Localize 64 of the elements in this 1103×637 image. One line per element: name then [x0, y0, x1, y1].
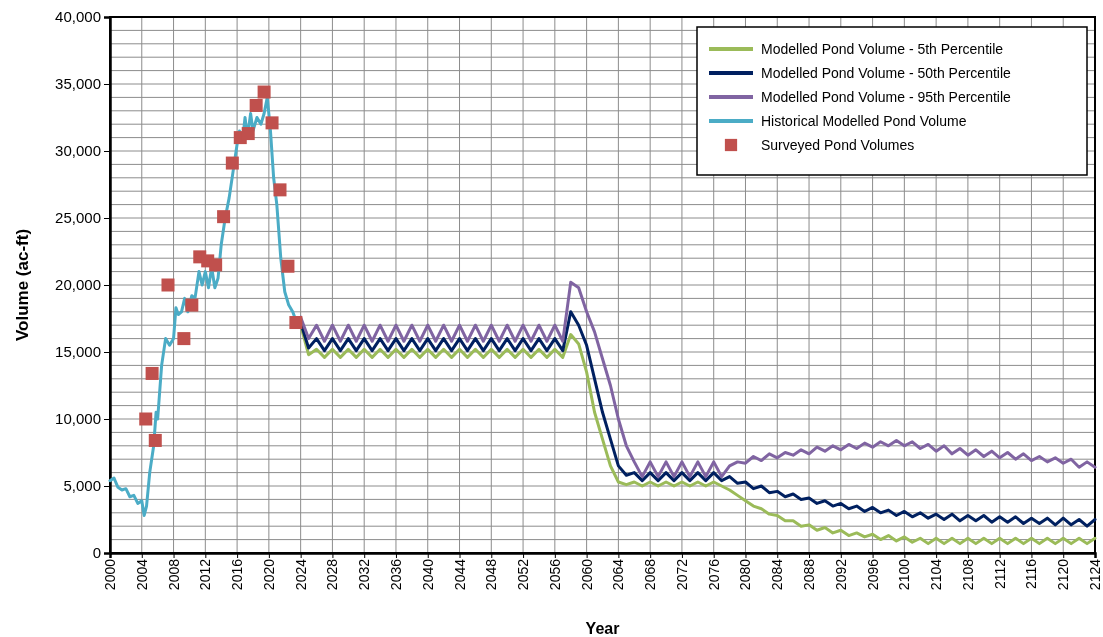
x-tick-label: 2016 [229, 558, 246, 591]
y-tick-label: 10,000 [55, 410, 101, 428]
x-tick-label: 2008 [165, 558, 182, 591]
point [148, 433, 162, 447]
x-tick-label: 2048 [483, 558, 500, 591]
x-tick-label: 2044 [451, 558, 468, 591]
y-tick-label: 0 [92, 544, 101, 562]
point [185, 298, 199, 312]
y-tick-label: 15,000 [55, 343, 101, 361]
y-tick-label: 20,000 [55, 276, 101, 294]
x-tick-label: 2036 [387, 558, 404, 591]
x-tick-label: 2076 [705, 558, 722, 591]
x-tick-label: 2072 [673, 558, 690, 591]
y-axis-title: Volume (ac-ft) [13, 228, 32, 342]
point [177, 332, 191, 346]
legend-label: Surveyed Pond Volumes [761, 136, 915, 153]
x-tick-label: 2124 [1086, 558, 1103, 591]
x-tick-label: 2068 [642, 558, 659, 591]
y-tick-label: 40,000 [55, 8, 101, 26]
x-tick-label: 2100 [896, 558, 913, 591]
x-tick-label: 2108 [959, 558, 976, 591]
x-tick-label: 2088 [801, 558, 818, 591]
point [265, 116, 279, 130]
x-tick-label: 2064 [610, 558, 627, 591]
point [241, 127, 255, 141]
point [217, 210, 231, 224]
x-tick-label: 2012 [197, 558, 214, 591]
point [209, 258, 223, 272]
point [161, 278, 175, 292]
legend-label: Historical Modelled Pond Volume [761, 112, 967, 129]
point [139, 412, 153, 426]
x-tick-label: 2024 [292, 558, 309, 591]
point [289, 316, 303, 330]
x-tick-label: 2056 [546, 558, 563, 591]
x-tick-label: 2104 [928, 558, 945, 591]
x-tick-label: 2084 [769, 558, 786, 591]
x-tick-label: 2000 [101, 558, 118, 591]
x-tick-label: 2092 [832, 558, 849, 591]
x-tick-label: 2040 [419, 558, 436, 591]
point [273, 183, 287, 197]
x-tick-label: 2080 [737, 558, 754, 591]
x-axis-title: Year [585, 620, 620, 637]
y-tick-label: 35,000 [55, 75, 101, 93]
x-tick-label: 2096 [864, 558, 881, 591]
point [281, 259, 295, 273]
y-tick-label: 5,000 [63, 477, 101, 495]
x-tick-label: 2028 [324, 558, 341, 591]
x-tick-label: 2052 [515, 558, 532, 591]
x-tick-label: 2116 [1023, 558, 1040, 590]
point [225, 156, 239, 170]
x-tick-label: 2004 [133, 558, 150, 591]
point [257, 85, 271, 99]
legend-label: Modelled Pond Volume - 50th Percentile [761, 64, 1012, 81]
x-tick-label: 2032 [356, 558, 373, 591]
x-tick-label: 2020 [260, 558, 277, 591]
y-tick-label: 30,000 [55, 142, 101, 160]
legend-label: Modelled Pond Volume - 5th Percentile [761, 40, 1004, 57]
point [249, 98, 263, 112]
legend-label: Modelled Pond Volume - 95th Percentile [761, 88, 1012, 105]
x-tick-label: 2060 [578, 558, 595, 591]
x-tick-label: 2112 [991, 558, 1008, 590]
y-tick-label: 25,000 [55, 209, 101, 227]
x-tick-label: 2120 [1055, 558, 1072, 591]
point [145, 366, 159, 380]
